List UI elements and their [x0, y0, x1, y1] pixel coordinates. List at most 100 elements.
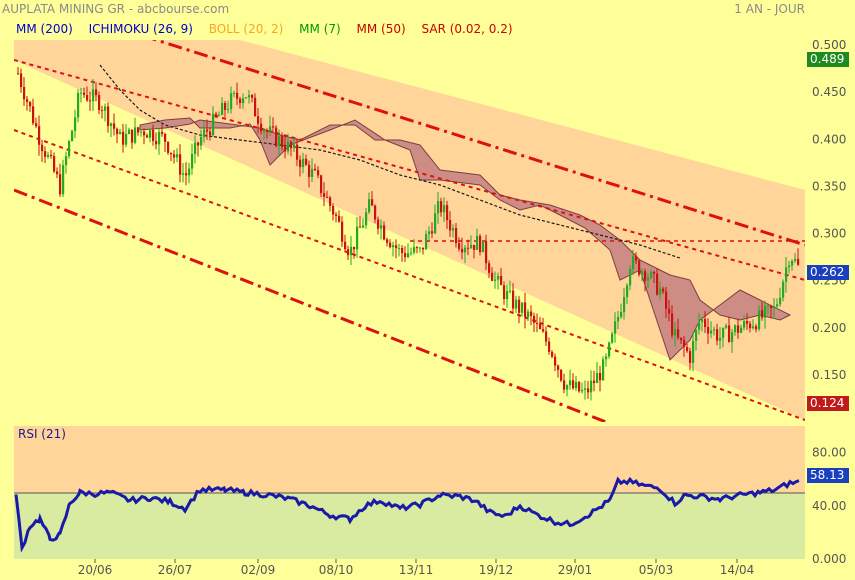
candle-body: [74, 117, 77, 131]
candle-body: [461, 248, 464, 253]
candle-body: [32, 106, 35, 124]
rsi-tick-label: 80.00: [812, 446, 846, 460]
candle-body: [152, 129, 155, 142]
candle-body: [716, 329, 719, 341]
candle-body: [263, 130, 266, 132]
candle-body: [674, 329, 677, 336]
candle-body: [188, 168, 191, 176]
candle-body: [392, 245, 395, 248]
candle-body: [725, 325, 728, 328]
candle-body: [107, 106, 110, 126]
candle-body: [659, 288, 662, 295]
date-tick-label: 05/03: [639, 563, 674, 577]
candle-body: [530, 311, 533, 317]
candle-body: [524, 302, 527, 318]
candle-body: [233, 92, 236, 94]
candle-body: [542, 329, 545, 332]
candle-body: [695, 329, 698, 341]
candle-body: [293, 144, 296, 149]
candle-body: [599, 373, 602, 381]
candle-body: [608, 342, 611, 357]
date-axis: 20/06 26/07 02/09 08/10 13/11 19/12 29/01 05/03…: [78, 559, 754, 577]
candle-body: [644, 271, 647, 281]
candle-body: [623, 297, 626, 312]
candle-body: [266, 130, 269, 132]
candle-body: [320, 175, 323, 194]
candle-body: [47, 154, 50, 157]
price-tag-low: 0.124: [807, 396, 849, 411]
date-tick-label: 26/07: [158, 563, 193, 577]
candle-body: [515, 299, 518, 309]
candle-body: [683, 340, 686, 348]
candle-body: [755, 326, 758, 330]
candle-body: [476, 236, 479, 250]
candle-body: [194, 142, 197, 154]
candle-body: [662, 288, 665, 292]
legend: MM (200) ICHIMOKU (26, 9) BOLL (20, 2) M…: [16, 22, 525, 36]
candle-body: [383, 225, 386, 240]
candle-body: [677, 329, 680, 338]
candle-body: [338, 215, 341, 222]
date-tick-label: 02/09: [241, 563, 276, 577]
candle-body: [413, 247, 416, 253]
candle-body: [68, 141, 71, 157]
candle-body: [377, 219, 380, 229]
candle-body: [734, 325, 737, 333]
rsi-axis: 80.00 40.00 0.000: [812, 446, 846, 566]
candle-body: [560, 369, 563, 381]
ichimoku-cloud: [139, 117, 792, 361]
candle-body: [671, 313, 674, 336]
candle-body: [164, 133, 167, 142]
candle-body: [443, 205, 446, 213]
date-tick-label: 29/01: [558, 563, 593, 577]
candle-body: [296, 144, 299, 160]
candle-body: [110, 123, 113, 126]
candle-body: [134, 127, 137, 143]
candle-body: [527, 311, 530, 318]
candle-body: [251, 95, 254, 98]
channel-line-inner-upper: [14, 59, 805, 281]
candle-body: [617, 317, 620, 322]
rsi-label: RSI (21): [18, 427, 66, 441]
candle-body: [359, 226, 362, 228]
chart-title: AUPLATA MINING GR - abcbourse.com: [2, 2, 230, 16]
candle-body: [203, 129, 206, 137]
candle-body: [89, 100, 92, 102]
price-tick-label: 0.200: [812, 321, 846, 335]
candle-body: [53, 156, 56, 172]
candle-body: [503, 285, 506, 300]
candle-body: [185, 173, 188, 176]
candle-body: [647, 277, 650, 281]
candle-body: [278, 136, 281, 146]
candle-body: [179, 154, 182, 175]
candle-body: [569, 380, 572, 386]
legend-mm7: MM (7): [299, 22, 341, 36]
candle-body: [776, 304, 779, 307]
candle-body: [284, 146, 287, 152]
candle-body: [119, 131, 122, 135]
candle-body: [431, 231, 434, 234]
candle-body: [353, 246, 356, 250]
candle-body: [356, 226, 359, 250]
candle-body: [758, 310, 761, 330]
candle-body: [56, 171, 59, 175]
candle-body: [311, 168, 314, 177]
candle-body: [389, 242, 392, 248]
candle-body: [269, 126, 272, 132]
candle-body: [497, 276, 500, 280]
candle-body: [83, 92, 86, 95]
candle-body: [752, 326, 755, 329]
candle-body: [596, 373, 599, 384]
candle-body: [584, 388, 587, 390]
candle-body: [26, 99, 29, 102]
candle-body: [104, 106, 107, 111]
candle-body: [491, 272, 494, 281]
price-tick-label: 0.350: [812, 179, 846, 193]
candle-body: [290, 141, 293, 149]
candle-body: [446, 205, 449, 221]
candle-body: [239, 98, 242, 104]
candle-body: [692, 340, 695, 363]
candle-body: [314, 168, 317, 171]
candle-body: [350, 246, 353, 256]
